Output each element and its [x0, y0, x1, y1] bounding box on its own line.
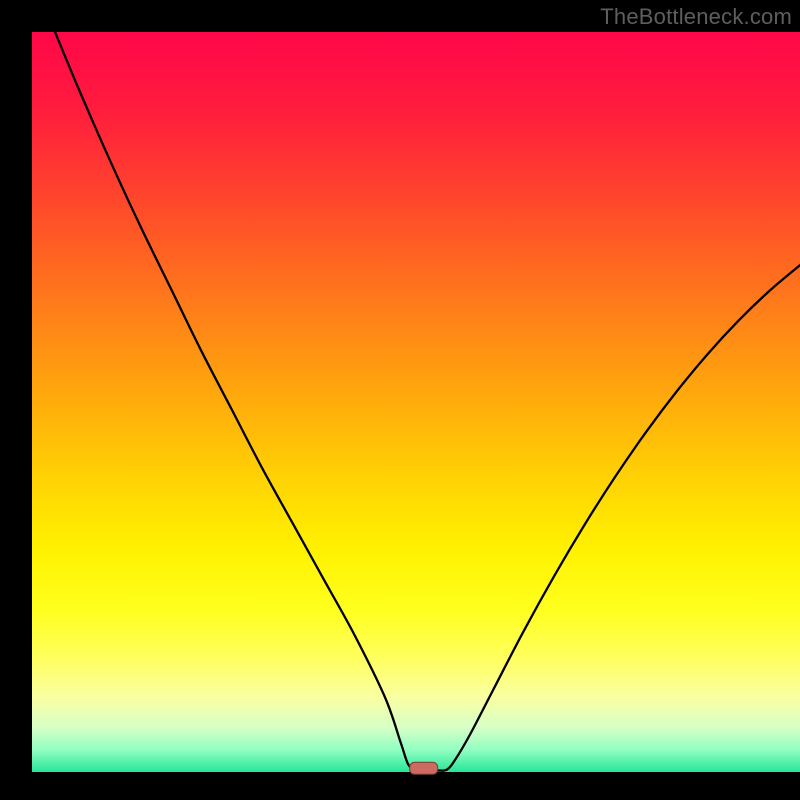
chart-container: TheBottleneck.com: [0, 0, 800, 800]
plot-background: [32, 32, 800, 772]
optimum-marker: [410, 762, 438, 774]
watermark-label: TheBottleneck.com: [600, 4, 792, 30]
bottleneck-chart: [0, 0, 800, 800]
